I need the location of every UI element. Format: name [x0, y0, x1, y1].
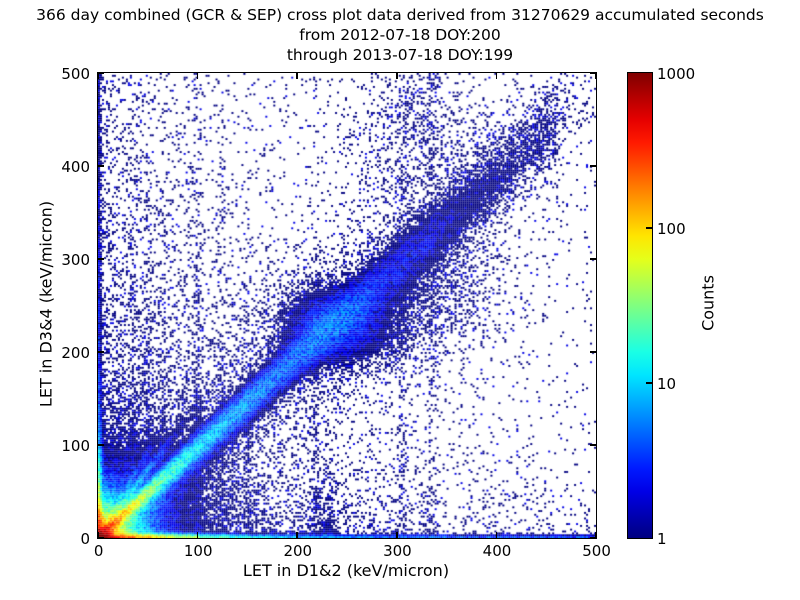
y-tick-mark [98, 444, 104, 446]
y-tick-label: 300 [61, 250, 90, 269]
y-tick-mark [98, 258, 104, 260]
y-tick-label: 0 [80, 529, 90, 548]
x-tick-mark [196, 73, 199, 79]
figure-title-line-1: 366 day combined (GCR & SEP) cross plot … [36, 6, 764, 24]
y-tick-mark [590, 537, 596, 539]
colorbar-tick-label: 1 [657, 529, 667, 548]
x-axis-label: LET in D1&2 (keV/micron) [242, 561, 450, 580]
x-tick-mark [296, 73, 298, 79]
y-tick-mark [98, 537, 104, 539]
x-tick-label: 0 [93, 542, 104, 560]
colorbar-tick-label: 10 [657, 374, 677, 393]
y-tick-label: 100 [61, 436, 90, 455]
x-tick-label: 500 [582, 542, 611, 560]
x-tick-label: 400 [482, 542, 512, 560]
x-tick-label: 300 [383, 542, 412, 560]
x-tick-mark [495, 532, 498, 538]
figure-title-line-2: from 2012-07-18 DOY:200 [299, 26, 501, 44]
colorbar-label: Counts [698, 275, 718, 331]
x-tick-mark [396, 73, 398, 79]
y-tick-mark [590, 165, 596, 167]
y-tick-mark [590, 258, 596, 260]
x-tick-mark [97, 532, 99, 538]
colorbar-tick-mark [646, 382, 652, 384]
plot-area [97, 72, 597, 539]
x-tick-mark [595, 532, 597, 538]
y-tick-label: 500 [61, 64, 90, 83]
x-tick-mark [595, 73, 597, 79]
y-tick-mark [98, 72, 104, 74]
colorbar-gradient [628, 73, 652, 538]
x-tick-mark [97, 73, 99, 79]
x-tick-label: 200 [283, 542, 313, 560]
x-tick-mark [196, 532, 199, 538]
x-tick-mark [296, 532, 298, 538]
scatter-density-canvas [98, 73, 596, 538]
x-tick-label: 100 [183, 542, 213, 560]
y-tick-mark [98, 351, 104, 353]
colorbar-tick-label: 1000 [657, 64, 696, 83]
colorbar [627, 72, 653, 539]
colorbar-tick-label: 100 [657, 219, 686, 238]
x-tick-mark [495, 73, 498, 79]
y-tick-mark [590, 444, 596, 446]
y-tick-mark [98, 165, 104, 167]
x-tick-mark [396, 532, 398, 538]
figure-title-line-3: through 2013-07-18 DOY:199 [286, 46, 514, 64]
y-tick-label: 400 [61, 157, 90, 176]
y-tick-label: 200 [61, 343, 90, 362]
colorbar-tick-mark [646, 227, 652, 229]
y-axis-label: LET in D3&4 (keV/micron) [36, 200, 56, 408]
y-tick-mark [590, 72, 596, 74]
y-tick-mark [590, 351, 596, 353]
figure-title: 366 day combined (GCR & SEP) cross plot … [0, 5, 800, 65]
